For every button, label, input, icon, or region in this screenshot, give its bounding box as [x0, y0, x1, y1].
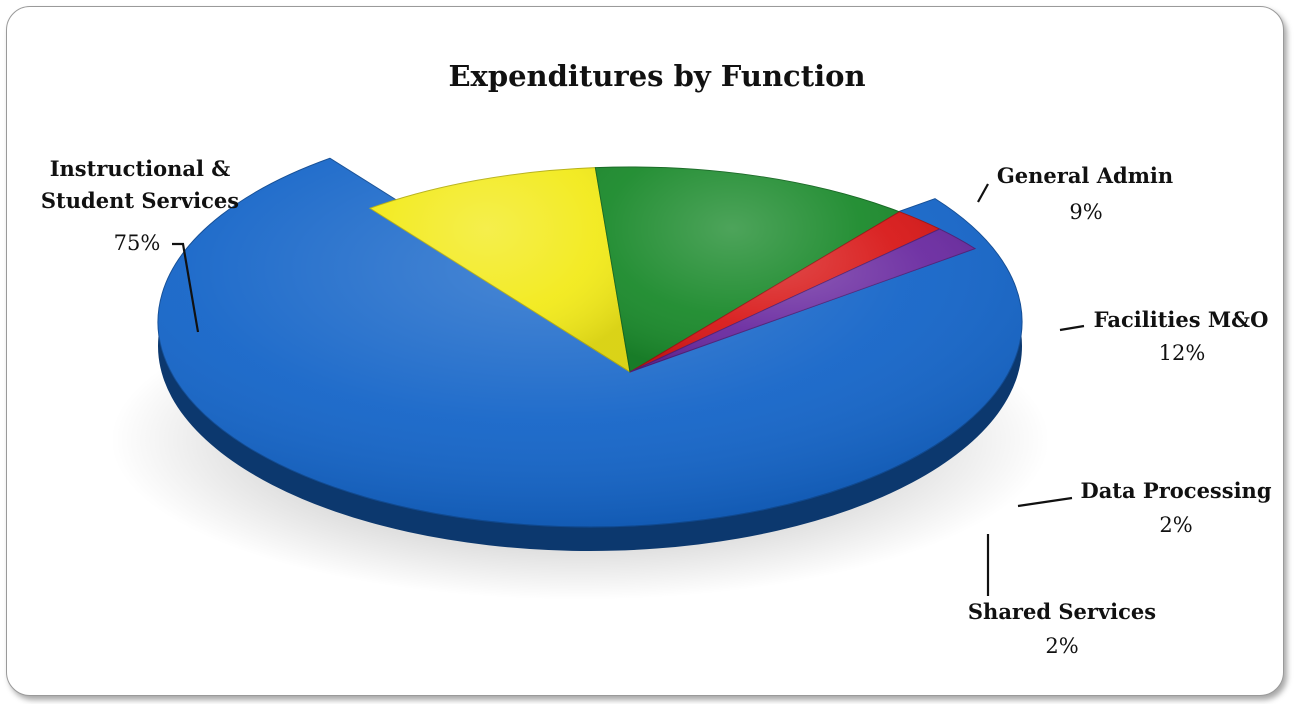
slice-label-data-processing: Data Processing [1080, 478, 1271, 503]
leader-line-data-processing [1017, 496, 1073, 508]
slice-labels: Instructional & Student Services 75% Genera… [41, 156, 1272, 658]
slice-label-instructional-student-services-line-2: Student Services [41, 188, 239, 213]
slice-percent-data-processing: 2% [1159, 513, 1192, 537]
slice-label-general-admin: General Admin [997, 163, 1173, 188]
chart-title: Expenditures by Function [448, 59, 865, 93]
pie-slice-shine-data-processing [630, 211, 940, 372]
pie-slices [157, 157, 1023, 551]
pie-slice-shine-facilities-m-o [595, 166, 900, 372]
slice-percent-instructional-student-services: 75% [114, 231, 161, 255]
slice-percent-shared-services: 2% [1045, 634, 1078, 658]
slice-percent-facilities-m-o: 12% [1159, 341, 1206, 365]
pie-slice-shine-shared-services [630, 229, 976, 372]
slice-percent-general-admin: 9% [1069, 200, 1102, 224]
slice-label-facilities-m-o: Facilities M&O [1094, 307, 1269, 332]
slice-label-shared-services: Shared Services [968, 599, 1156, 624]
leader-line-general-admin [977, 183, 989, 203]
leader-line-instructional-student-services [172, 242, 200, 333]
pie-slice-shine-general-admin [370, 167, 630, 372]
leader-line-facilities-m-o [1059, 324, 1085, 332]
slice-label-instructional-student-services-line-1: Instructional & [50, 156, 231, 181]
